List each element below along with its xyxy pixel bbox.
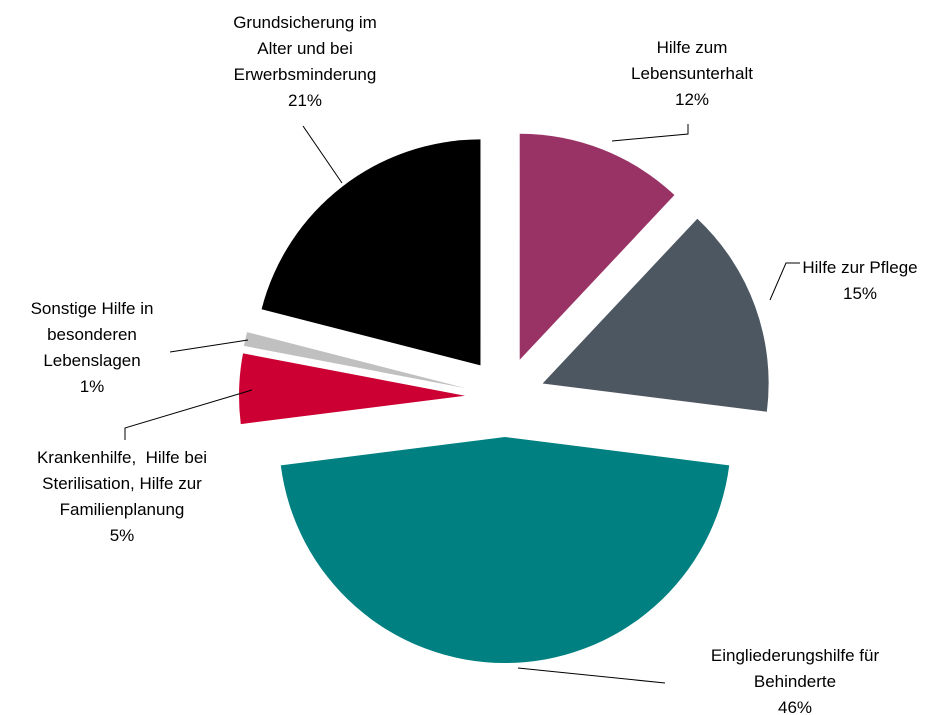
leader-line <box>169 339 249 353</box>
value-label: 15% <box>842 284 878 303</box>
leader-line <box>124 389 253 440</box>
category-name: Hilfe zum Lebensunterhalt <box>631 38 753 83</box>
pie-slice <box>261 139 481 366</box>
slice-label: Eingliederungshilfe für Behinderte 46% <box>711 643 879 715</box>
value-label: 46% <box>777 698 813 715</box>
leader-line <box>517 667 666 684</box>
value-label: 1% <box>79 377 105 396</box>
leader-line <box>302 125 343 184</box>
pie-slice <box>243 332 466 389</box>
pie-slice <box>542 218 769 412</box>
pie-slice <box>280 437 730 663</box>
leader-line <box>611 124 689 142</box>
slice-label: Grundsicherung im Alter und bei Erwerbsm… <box>233 10 377 114</box>
slice-label: Sonstige Hilfe in besonderen Lebenslagen… <box>31 296 154 400</box>
value-label: 5% <box>109 526 135 545</box>
value-label: 21% <box>287 91 323 110</box>
slice-label: Krankenhilfe, Hilfe bei Sterilisation, H… <box>37 445 207 549</box>
category-name: Sonstige Hilfe in besonderen Lebenslagen <box>30 299 154 370</box>
category-name: Grundsicherung im Alter und bei Erwerbsm… <box>233 13 377 84</box>
leader-line <box>769 262 800 301</box>
value-label: 12% <box>674 90 710 109</box>
pie-slice <box>239 353 466 425</box>
category-name: Eingliederungshilfe für Behinderte <box>710 646 880 691</box>
slice-label: Hilfe zur Pflege 15% <box>802 255 917 307</box>
category-name: Hilfe zur Pflege <box>802 258 918 277</box>
category-name: Krankenhilfe, Hilfe bei Sterilisation, H… <box>36 448 208 519</box>
pie-slice <box>519 133 675 360</box>
slice-label: Hilfe zum Lebensunterhalt 12% <box>631 35 753 113</box>
